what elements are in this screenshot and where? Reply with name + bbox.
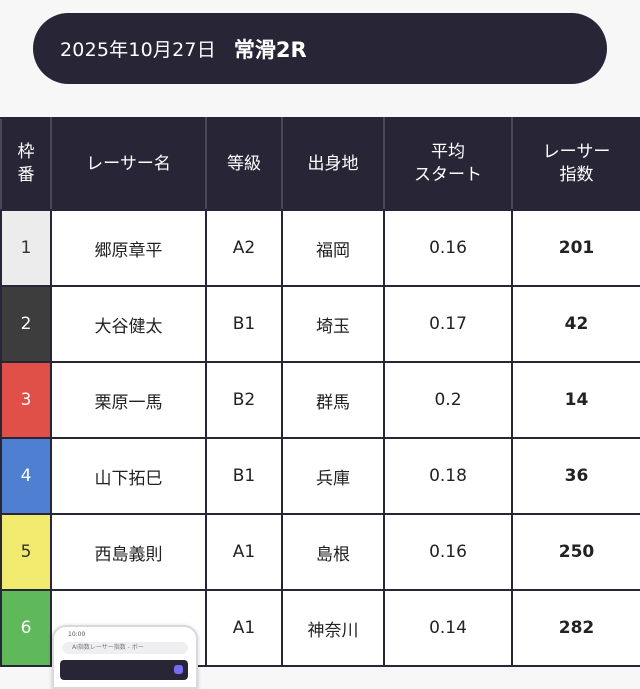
racer-table: 枠番 レーサー名 等級 出身地 平均 スタート レーサー 指数 1 郷原章平 A2 福岡 0…	[0, 117, 640, 667]
hometown-cell: 埼玉	[281, 285, 385, 363]
table-row: 5 西島義則 A1 島根 0.16 250	[0, 513, 640, 591]
table-row: 4 山下拓巳 B1 兵庫 0.18 36	[0, 437, 640, 515]
racer-index-cell: 36	[511, 437, 640, 515]
preview-status-time: 10:00	[68, 631, 86, 638]
header-hometown: 出身地	[281, 117, 385, 211]
preview-menu-icon	[174, 665, 183, 674]
avg-start-cell: 0.2	[383, 361, 513, 439]
header-racer-index: レーサー 指数	[511, 117, 640, 211]
frame-number-cell: 6	[0, 589, 52, 667]
race-title: 常滑2R	[233, 37, 307, 62]
table-row: 2 大谷健太 B1 埼玉 0.17 42	[0, 285, 640, 363]
grade-cell: A1	[205, 589, 283, 667]
grade-cell: B2	[205, 361, 283, 439]
header-avg-start: 平均 スタート	[383, 117, 513, 211]
avg-start-cell: 0.18	[383, 437, 513, 515]
grade-cell: A1	[205, 513, 283, 591]
hometown-cell: 群馬	[281, 361, 385, 439]
table-row: 6 A1 神奈川 0.14 282	[0, 589, 640, 667]
preview-header-bar	[60, 660, 188, 680]
table-row: 3 栗原一馬 B2 群馬 0.2 14	[0, 361, 640, 439]
header-racer-name: レーサー名	[50, 117, 207, 211]
grade-cell: B1	[205, 437, 283, 515]
racer-index-cell: 42	[511, 285, 640, 363]
racer-index-cell: 250	[511, 513, 640, 591]
racer-name-cell: 大谷健太	[50, 285, 207, 363]
avg-start-cell: 0.14	[383, 589, 513, 667]
avg-start-cell: 0.16	[383, 209, 513, 287]
preview-url-bar: AI指数レーサー指数 - ボー	[62, 642, 188, 654]
racer-index-cell: 282	[511, 589, 640, 667]
grade-cell: A2	[205, 209, 283, 287]
grade-cell: B1	[205, 285, 283, 363]
frame-number-cell: 5	[0, 513, 52, 591]
header-grade: 等級	[205, 117, 283, 211]
frame-number-cell: 3	[0, 361, 52, 439]
race-header: 2025年10月27日 常滑2R	[33, 13, 607, 84]
racer-name-cell: 山下拓巳	[50, 437, 207, 515]
hometown-cell: 福岡	[281, 209, 385, 287]
racer-index-cell: 201	[511, 209, 640, 287]
racer-name-cell: 西島義則	[50, 513, 207, 591]
hometown-cell: 島根	[281, 513, 385, 591]
frame-number-cell: 4	[0, 437, 52, 515]
racer-name-cell: 郷原章平	[50, 209, 207, 287]
avg-start-cell: 0.16	[383, 513, 513, 591]
avg-start-cell: 0.17	[383, 285, 513, 363]
app-preview-thumbnail[interactable]: 10:00 AI指数レーサー指数 - ボー	[52, 625, 198, 689]
header-frame: 枠番	[0, 117, 52, 211]
race-date: 2025年10月27日	[60, 39, 216, 61]
racer-index-cell: 14	[511, 361, 640, 439]
table-header-row: 枠番 レーサー名 等級 出身地 平均 スタート レーサー 指数	[0, 117, 640, 211]
hometown-cell: 神奈川	[281, 589, 385, 667]
hometown-cell: 兵庫	[281, 437, 385, 515]
frame-number-cell: 1	[0, 209, 52, 287]
table-row: 1 郷原章平 A2 福岡 0.16 201	[0, 209, 640, 287]
racer-name-cell: 栗原一馬	[50, 361, 207, 439]
frame-number-cell: 2	[0, 285, 52, 363]
